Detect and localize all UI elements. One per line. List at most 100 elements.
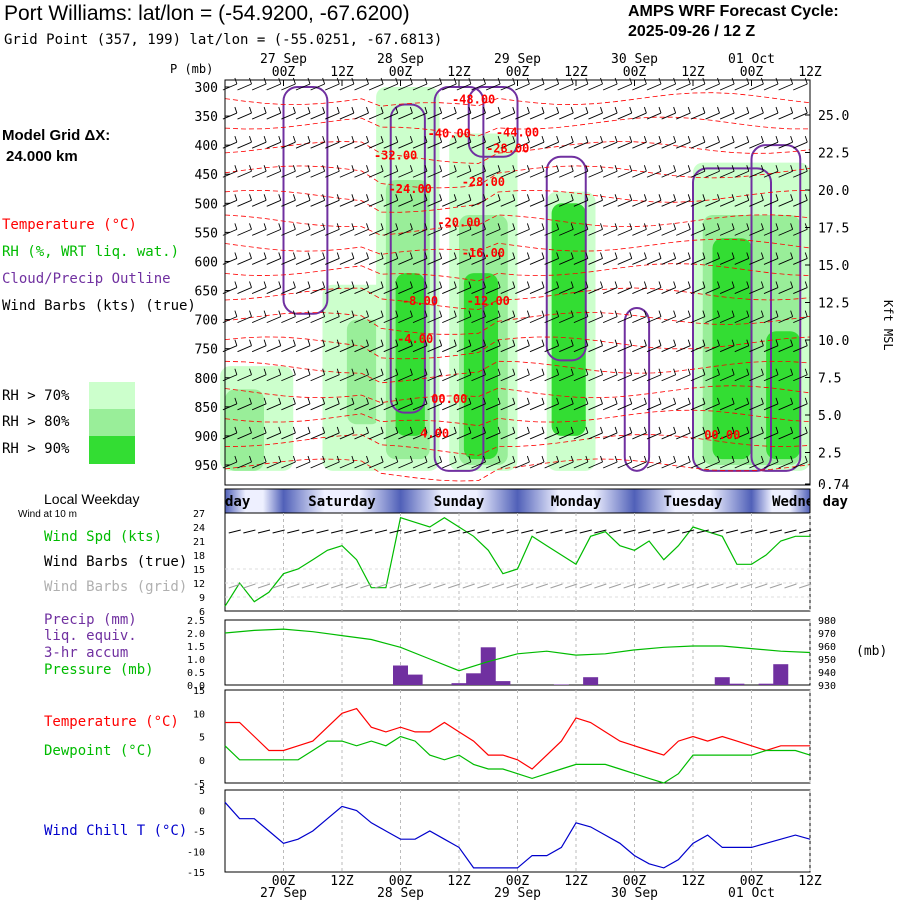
wind-barb-flag [307, 426, 311, 434]
wind-barb-shaft [661, 287, 676, 294]
wind-barb-flag [424, 223, 428, 230]
pressure-axis-title: P (mb) [170, 62, 213, 76]
wind-barb-flag [775, 252, 779, 259]
wind-barb-flag [322, 455, 326, 463]
wind-barb-shaft [500, 403, 515, 411]
wind-barb-flag [439, 194, 443, 201]
wind-barb-flag [249, 368, 252, 375]
wind-barb-shaft [529, 112, 545, 120]
wind-barb-flag [731, 426, 735, 434]
wind-barb-shaft [515, 228, 530, 236]
wind-barb-shaft [237, 374, 252, 382]
wind-barb-shaft [251, 228, 267, 236]
wind-barb-flag [336, 223, 340, 230]
wind-barb-shaft [442, 403, 457, 411]
wind-barb-shaft [325, 258, 340, 265]
wind-barb-shaft [588, 112, 603, 120]
wind-barb-shaft [266, 258, 281, 265]
temperature-contour [224, 214, 811, 236]
wind-barb-shaft [588, 83, 603, 91]
pressure-tick-label: 800 [195, 372, 218, 387]
wind-barb-flag [585, 223, 589, 230]
wind-barb-shaft [281, 345, 296, 353]
wind-barb-flag [673, 136, 677, 143]
wind-barb-flag [336, 368, 340, 375]
wind-barb-shaft [442, 316, 457, 324]
wind-barb-flag [483, 310, 486, 317]
wind-barb-flag [600, 310, 603, 317]
wind-barb-shaft [485, 199, 501, 207]
bottom-date-label: 30 Sep [611, 886, 658, 900]
kft-tick-label: 7.5 [818, 372, 841, 387]
wind-barb-flag [322, 223, 326, 230]
wind-barb-shaft [500, 374, 515, 382]
wind-barb-shaft [661, 345, 676, 353]
wind-barb-flag [278, 368, 282, 375]
wind-barb-shaft [690, 316, 706, 324]
wind-barb-flag [673, 426, 677, 434]
wind-barb-flag [746, 455, 750, 463]
wind-speed-ytick: 6 [199, 607, 205, 618]
wind-barb-flag [614, 368, 618, 375]
wind-barb-shaft [485, 345, 501, 353]
wind-barb-flag [614, 106, 618, 114]
surface-grid-wind-barb [477, 583, 490, 589]
wind-barb-flag [468, 368, 472, 375]
temp-contour-label: -40.00 [428, 127, 471, 141]
wind-barb-shaft [661, 170, 676, 178]
wind-barb-shaft [749, 228, 764, 236]
wind-barb-flag [468, 310, 472, 317]
wind-barb-shaft [281, 316, 296, 324]
wind-barb-shaft [442, 374, 457, 382]
wind-barb-shaft [763, 170, 779, 178]
wind-barb-shaft [295, 316, 311, 324]
rh-shade-region [766, 331, 801, 460]
wind-barb-flag [468, 77, 472, 85]
wind-barb-flag [629, 455, 633, 463]
wind-barb-shaft [412, 228, 428, 236]
surface-wind-barb [316, 529, 329, 534]
wind-barb-flag [307, 368, 311, 375]
wind-barb-shaft [339, 374, 355, 382]
wind-barb-flag [687, 165, 691, 172]
wind-barb-flag [234, 339, 238, 346]
wind-barb-shaft [266, 432, 281, 440]
wind-barb-shaft [749, 170, 764, 178]
wind-barb-shaft [544, 258, 559, 265]
wind-barb-shaft [354, 316, 369, 324]
wind-barb-flag [395, 252, 399, 259]
wind-barb-flag [673, 281, 677, 288]
wind-barb-shaft [281, 141, 296, 149]
wind-barb-flag [351, 136, 355, 143]
wind-barb-shaft [661, 432, 676, 440]
wind-barb-shaft [427, 316, 442, 324]
surface-grid-wind-barb [623, 583, 636, 589]
surface-wind-barb [287, 529, 300, 534]
wind-barb-flag [673, 165, 677, 172]
kft-axis-title: Kft MSL [881, 300, 895, 351]
wind-barb-shaft [325, 228, 340, 236]
wind-speed-ytick: 24 [193, 523, 205, 534]
wind-barb-flag [380, 194, 384, 201]
wind-barb-flag [804, 397, 808, 404]
wind-barb-flag [790, 252, 794, 259]
station-title: Port Williams: lat/lon = (-54.9200, -67.… [4, 2, 410, 25]
wind-barb-shaft [485, 316, 501, 324]
wind-barb-flag [658, 455, 662, 463]
wind-barb-flag [395, 368, 399, 375]
wind-barb-shaft [500, 345, 515, 353]
wind-barb-flag [351, 165, 355, 172]
wind-barb-flag [746, 252, 750, 259]
wind-barb-flag [336, 106, 340, 114]
wind-barb-flag [512, 106, 516, 114]
wind-barb-flag [760, 397, 764, 404]
wind-barb-flag [702, 339, 706, 346]
wind-barb-flag [322, 106, 326, 114]
wind-barb-shaft [544, 432, 559, 440]
wind-barb-shaft [471, 112, 486, 120]
wind-barb-shaft [515, 258, 530, 265]
wind-barb-shaft [515, 374, 530, 382]
pressure-tick-label: 300 [195, 81, 218, 96]
wind-barb-shaft [793, 316, 808, 324]
wind-barb-shaft [719, 199, 735, 207]
